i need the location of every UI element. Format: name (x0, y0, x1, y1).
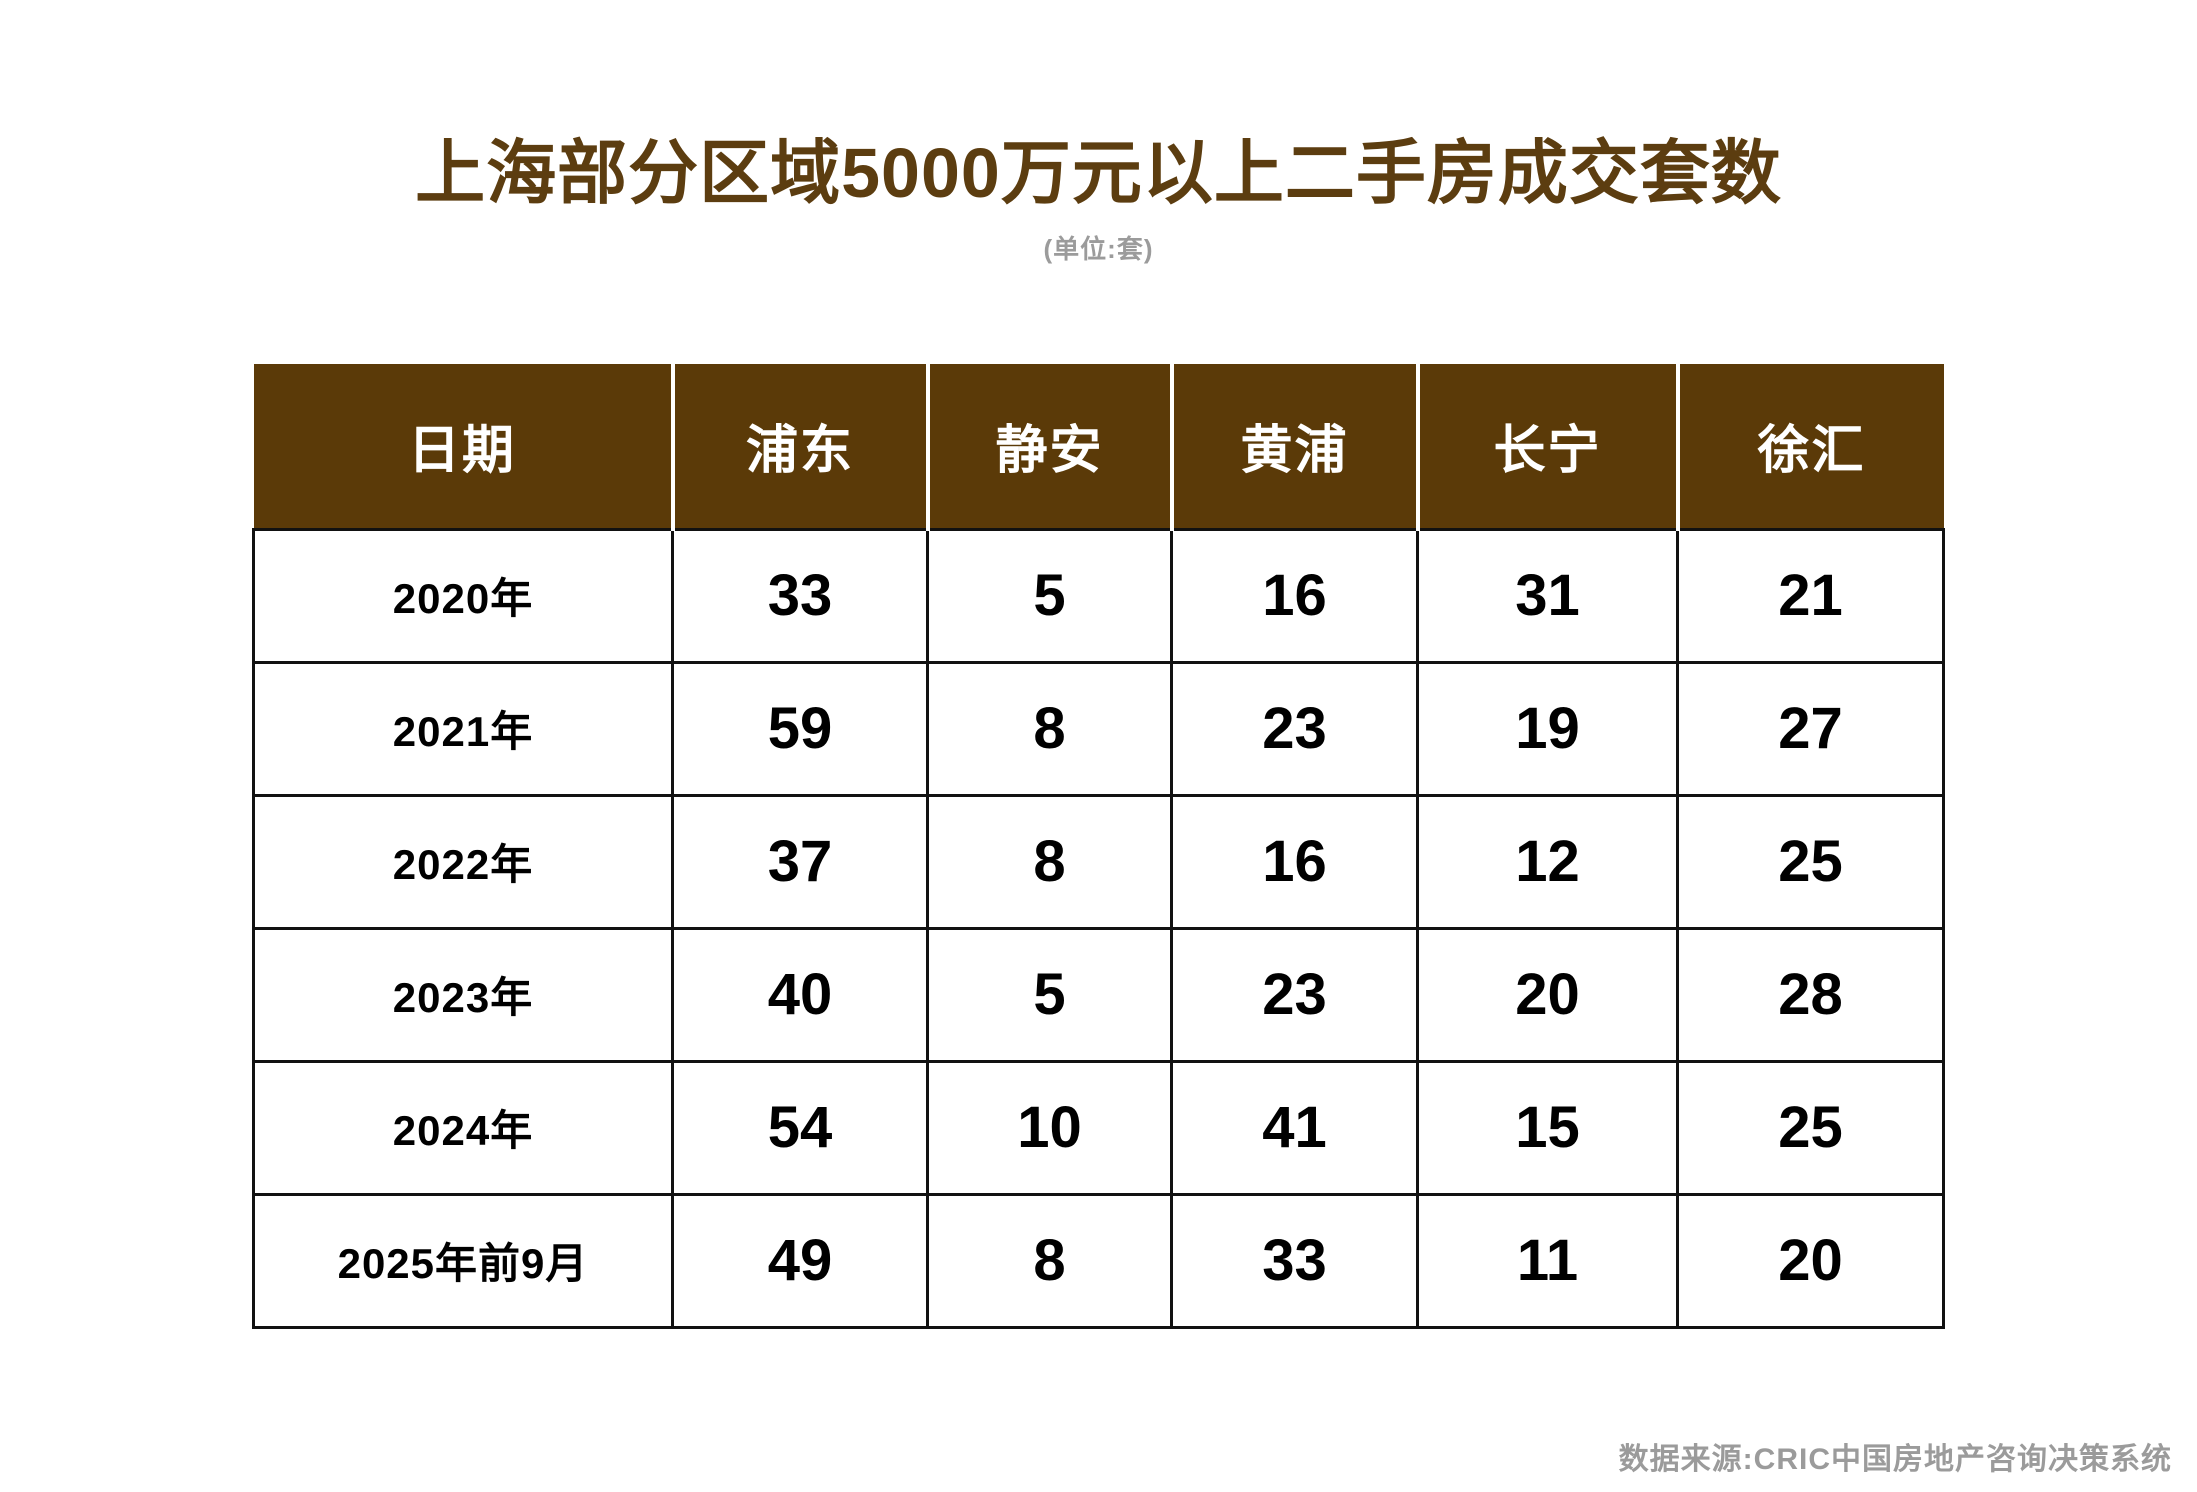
table-row: 2020年 33 5 16 31 21 (252, 527, 1945, 664)
value-cell: 25 (1676, 793, 1945, 930)
column-header-huangpu: 黄浦 (1171, 364, 1420, 529)
value-cell: 54 (671, 1059, 929, 1196)
value-cell: 37 (671, 793, 929, 930)
row-label: 2024年 (252, 1059, 674, 1196)
value-cell: 21 (1676, 527, 1945, 664)
value-cell: 33 (671, 527, 929, 664)
value-cell: 8 (926, 660, 1173, 797)
value-cell: 59 (671, 660, 929, 797)
table-header: 日期 浦东 静安 黄浦 长宁 徐汇 (253, 364, 1944, 529)
table-header-row: 日期 浦东 静安 黄浦 长宁 徐汇 (253, 364, 1944, 529)
column-header-xuhui: 徐汇 (1677, 364, 1944, 529)
value-cell: 23 (1170, 660, 1419, 797)
value-cell: 28 (1676, 926, 1945, 1063)
column-header-jingan: 静安 (927, 364, 1174, 529)
value-cell: 49 (671, 1192, 929, 1329)
page-title: 上海部分区域5000万元以上二手房成交套数 (415, 134, 1782, 212)
value-cell: 27 (1676, 660, 1945, 797)
table-row: 2022年 37 8 16 12 25 (252, 793, 1945, 930)
value-cell: 41 (1170, 1059, 1419, 1196)
row-label: 2022年 (252, 793, 674, 930)
column-header-date: 日期 (253, 364, 675, 529)
value-cell: 5 (926, 926, 1173, 1063)
table-row: 2024年 54 10 41 15 25 (252, 1059, 1945, 1196)
table-row: 2023年 40 5 23 20 28 (252, 926, 1945, 1063)
value-cell: 15 (1416, 1059, 1679, 1196)
value-cell: 20 (1416, 926, 1679, 1063)
value-cell: 25 (1676, 1059, 1945, 1196)
value-cell: 12 (1416, 793, 1679, 930)
value-cell: 11 (1416, 1192, 1679, 1329)
value-cell: 20 (1676, 1192, 1945, 1329)
value-cell: 5 (926, 527, 1173, 664)
row-label: 2020年 (252, 527, 674, 664)
value-cell: 33 (1170, 1192, 1419, 1329)
value-cell: 23 (1170, 926, 1419, 1063)
value-cell: 8 (926, 793, 1173, 930)
table-body: 2020年 33 5 16 31 21 2021年 59 8 23 19 27 … (252, 527, 1945, 1329)
unit-note: (单位:套) (1043, 234, 1154, 264)
value-cell: 19 (1416, 660, 1679, 797)
value-cell: 40 (671, 926, 929, 1063)
table-row: 2021年 59 8 23 19 27 (252, 660, 1945, 797)
value-cell: 8 (926, 1192, 1173, 1329)
column-header-pudong: 浦东 (672, 364, 930, 529)
value-cell: 16 (1170, 793, 1419, 930)
row-label: 2021年 (252, 660, 674, 797)
row-label: 2025年前9月 (252, 1192, 674, 1329)
table-row: 2025年前9月 49 8 33 11 20 (252, 1192, 1945, 1329)
value-cell: 31 (1416, 527, 1679, 664)
column-header-changning: 长宁 (1417, 364, 1680, 529)
data-source-note: 数据来源:CRIC中国房地产咨询决策系统 (1618, 1443, 2172, 1476)
transactions-table: 日期 浦东 静安 黄浦 长宁 徐汇 2020年 33 5 16 31 21 20… (252, 364, 1945, 1329)
value-cell: 16 (1170, 527, 1419, 664)
value-cell: 10 (926, 1059, 1173, 1196)
row-label: 2023年 (252, 926, 674, 1063)
